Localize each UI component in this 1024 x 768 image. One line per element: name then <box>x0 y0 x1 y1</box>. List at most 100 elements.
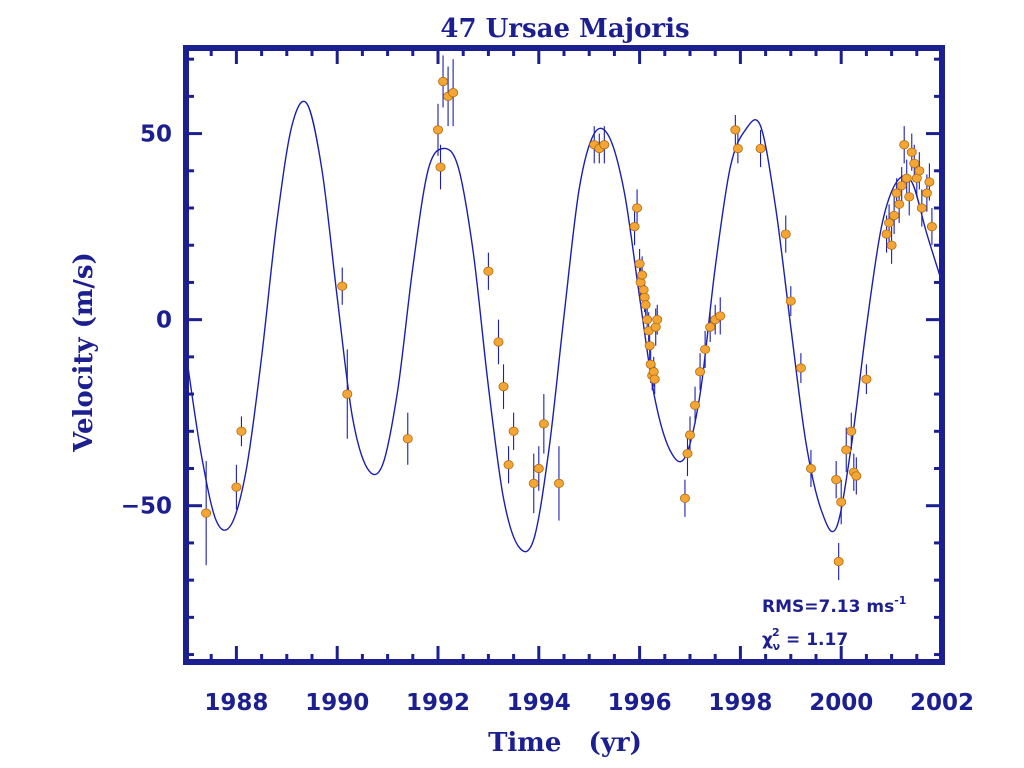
data-point <box>640 300 651 310</box>
data-point <box>732 143 743 154</box>
data-point <box>644 341 655 351</box>
data-point <box>637 270 648 280</box>
data-point <box>435 162 446 172</box>
orbit-fit-curve <box>185 100 943 553</box>
data-point <box>634 259 645 269</box>
data-point <box>483 266 494 276</box>
data-point <box>889 210 900 221</box>
chi-symbol: χ <box>762 630 773 650</box>
data-point <box>921 188 932 198</box>
data-point <box>690 400 701 410</box>
chi-subscript: ν <box>773 640 781 653</box>
data-point <box>896 181 907 191</box>
ticks-layer <box>186 48 942 662</box>
data-point <box>785 296 796 306</box>
data-point <box>337 281 348 291</box>
data-point <box>831 475 842 485</box>
data-point <box>685 430 696 440</box>
data-point <box>899 140 910 150</box>
data-point <box>841 445 852 455</box>
data-point <box>805 463 816 474</box>
x-axis-label: Time (yr) <box>488 728 642 758</box>
data-point <box>498 382 509 392</box>
data-point <box>833 556 844 567</box>
data-point <box>679 493 690 503</box>
data-point <box>916 203 927 213</box>
y-tick-labels: −50 0 50 <box>121 122 172 520</box>
x-tick-label: 2000 <box>809 690 873 716</box>
data-point <box>493 337 504 347</box>
data-point <box>881 229 892 239</box>
y-tick-label: −50 <box>121 494 172 520</box>
svg-text:χ2ν = 1.17: χ2 ν = 1.17 <box>762 626 848 653</box>
data-point <box>914 166 925 176</box>
fit-statistics: RMS=7.13 ms-1 χ2 ν = 1.17 <box>762 594 906 653</box>
data-point <box>650 322 661 332</box>
chart-title: 47 Ursae Majoris <box>440 14 689 44</box>
svg-text:RMS=7.13 ms-1: RMS=7.13 ms-1 <box>762 594 906 617</box>
rms-unit-exponent: -1 <box>894 594 906 607</box>
data-point <box>846 426 857 436</box>
data-point <box>861 374 872 384</box>
data-point <box>705 322 716 332</box>
data-point <box>891 188 902 198</box>
data-point <box>730 125 741 135</box>
data-point <box>755 143 766 154</box>
data-point <box>901 173 912 183</box>
chi-exponent: 2 <box>772 626 780 639</box>
data-point <box>926 222 937 232</box>
x-tick-label: 1992 <box>406 690 470 716</box>
data-point <box>508 426 519 436</box>
fit-layer <box>185 100 943 553</box>
data-point <box>236 426 247 436</box>
plot-frame <box>183 45 945 665</box>
data-point <box>553 478 564 488</box>
data-point <box>906 147 917 157</box>
data-point <box>695 367 706 377</box>
x-tick-label: 1996 <box>608 690 672 716</box>
data-point <box>448 88 459 98</box>
data-point <box>629 222 640 232</box>
y-tick-label: 0 <box>156 308 172 334</box>
x-tick-label: 1988 <box>204 690 268 716</box>
x-tick-label: 1994 <box>507 690 571 716</box>
data-point <box>533 463 544 474</box>
data-point <box>682 449 693 459</box>
x-tick-labels: 1988 1990 1992 1994 1996 1998 2000 2002 <box>204 690 974 716</box>
data-point <box>201 508 212 518</box>
data-point <box>231 482 242 492</box>
y-tick-label: 50 <box>140 122 172 148</box>
data-point <box>642 315 653 325</box>
data-point <box>599 140 610 150</box>
x-tick-label: 2002 <box>910 690 974 716</box>
data-point <box>503 460 514 470</box>
data-point <box>342 389 353 399</box>
data-point <box>851 471 862 481</box>
data-point <box>528 478 539 488</box>
data-point <box>909 158 920 168</box>
point-layer <box>201 76 937 567</box>
data-point <box>836 497 847 507</box>
data-point <box>438 76 449 87</box>
data-point <box>652 315 663 325</box>
data-point <box>432 125 443 135</box>
data-point <box>904 192 915 202</box>
x-tick-label: 1990 <box>305 690 369 716</box>
data-point <box>884 218 895 228</box>
data-point <box>632 203 643 213</box>
y-axis-label: Velocity (m/s) <box>69 252 99 453</box>
data-point <box>402 434 413 444</box>
x-tick-label: 1998 <box>708 690 772 716</box>
data-point <box>780 229 791 239</box>
chi-value: = 1.17 <box>780 630 848 650</box>
data-point <box>886 240 897 250</box>
plot-area <box>183 45 945 665</box>
data-point <box>649 374 660 384</box>
rms-label: RMS=7.13 ms <box>762 597 894 617</box>
data-point <box>700 344 711 355</box>
data-point <box>924 177 935 187</box>
data-point <box>795 363 806 373</box>
data-point <box>538 419 549 429</box>
data-point <box>715 311 726 321</box>
